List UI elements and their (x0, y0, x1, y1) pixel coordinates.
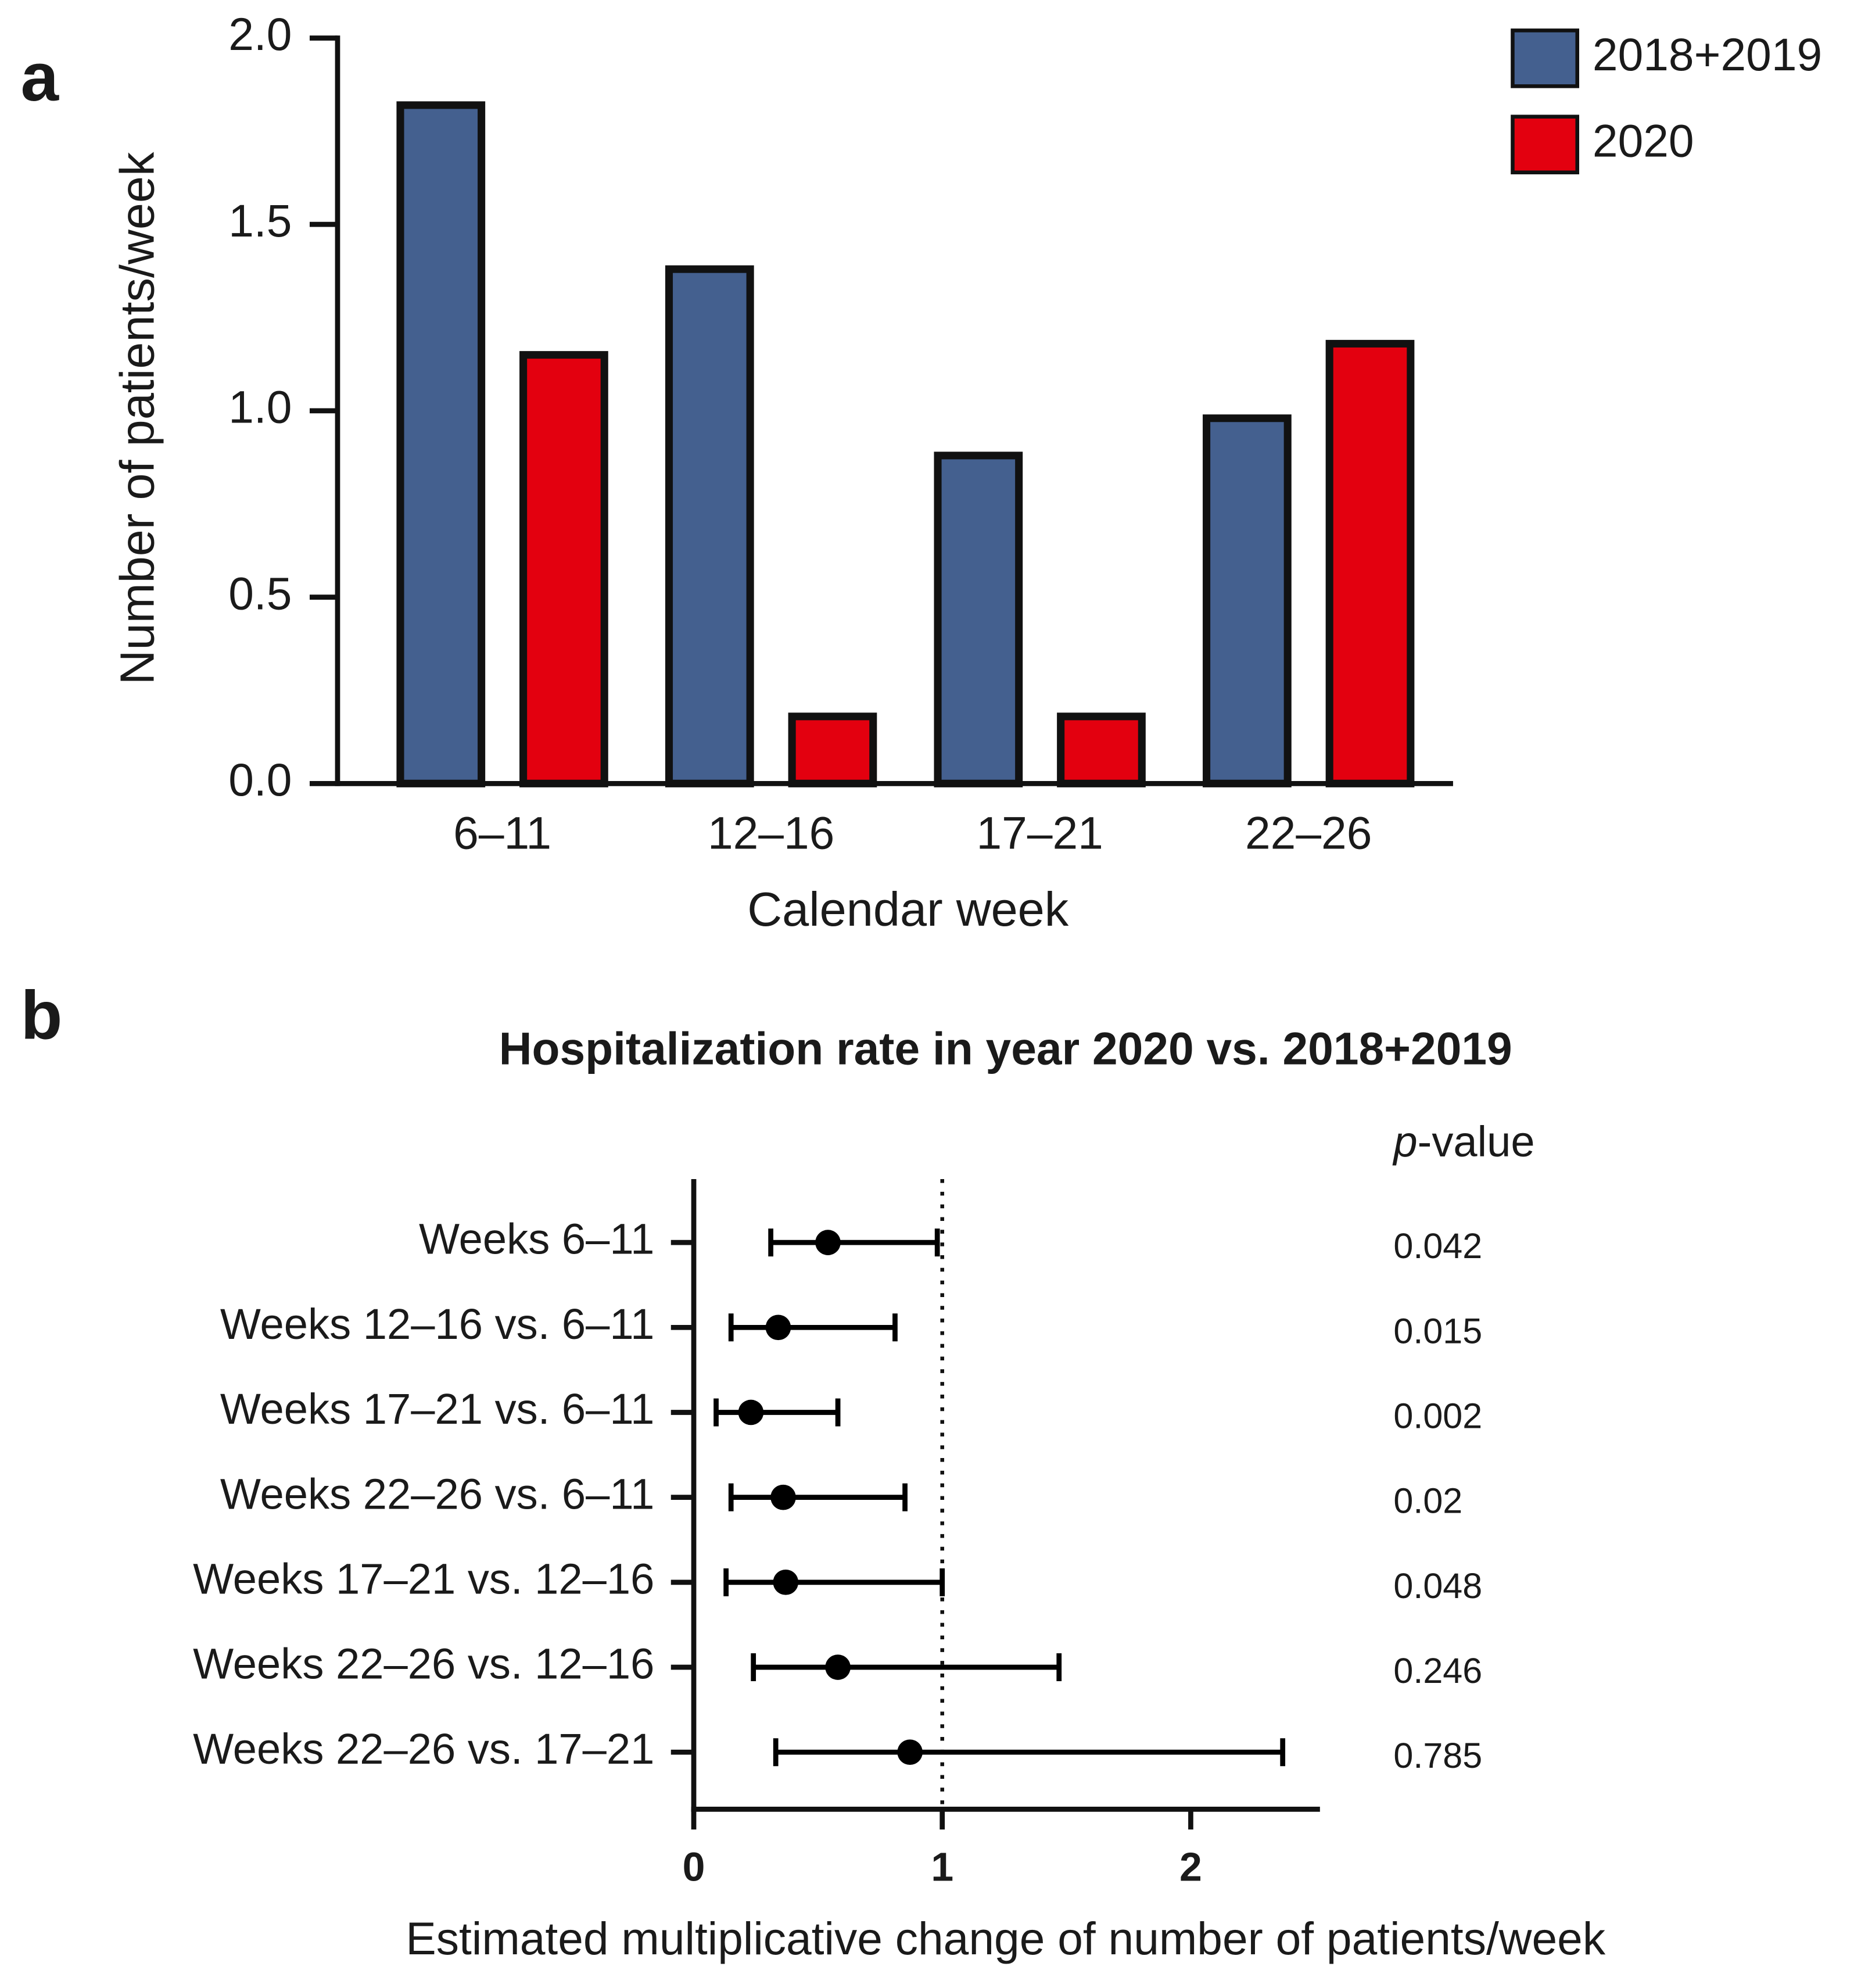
bar (1325, 339, 1415, 787)
bar (788, 712, 877, 787)
p-value: 0.246 (1393, 1651, 1482, 1690)
p-value-header: p-value (1392, 1117, 1534, 1166)
x-tick-label: 22–26 (1245, 808, 1372, 859)
row-label: Weeks 17–21 vs. 6–11 (220, 1385, 655, 1433)
row-label: Weeks 12–16 vs. 6–11 (220, 1300, 655, 1348)
point-estimate (770, 1484, 796, 1510)
point-estimate (815, 1230, 841, 1255)
row-label: Weeks 22–26 vs. 6–11 (220, 1470, 655, 1518)
x-axis-label: Estimated multiplicative change of numbe… (406, 1913, 1605, 1964)
x-tick-label: 6–11 (453, 808, 551, 859)
x-axis-label: Calendar week (747, 882, 1068, 936)
legend-swatch (1511, 114, 1580, 174)
p-value: 0.02 (1393, 1481, 1462, 1521)
p-value: 0.015 (1393, 1311, 1482, 1351)
panel-label: b (21, 976, 63, 1053)
point-estimate (897, 1739, 923, 1765)
x-tick-label: 1 (931, 1844, 953, 1890)
row-label: Weeks 22–26 vs. 17–21 (193, 1725, 654, 1773)
bar (1203, 414, 1292, 787)
row-label: Weeks 6–11 (419, 1215, 654, 1263)
legend-label: 2020 (1593, 115, 1694, 166)
x-tick-label: 12–16 (708, 808, 834, 859)
bar (1057, 712, 1146, 787)
bar (665, 265, 754, 787)
p-value: 0.042 (1393, 1226, 1482, 1266)
legend-swatch (1511, 28, 1580, 88)
bar (934, 452, 1023, 787)
point-estimate (825, 1654, 851, 1680)
p-value-header-rest: -value (1418, 1117, 1535, 1166)
point-estimate (765, 1314, 791, 1341)
y-tick-label: 0.5 (228, 568, 292, 619)
x-tick-label: 17–21 (976, 808, 1103, 859)
y-tick-label: 1.0 (228, 382, 292, 433)
y-tick-label: 0.0 (228, 754, 292, 805)
p-value: 0.785 (1393, 1736, 1482, 1775)
p-value: 0.048 (1393, 1566, 1482, 1606)
y-tick-label: 2.0 (228, 9, 292, 60)
row-label: Weeks 17–21 vs. 12–16 (193, 1554, 654, 1603)
chart-title: Hospitalization rate in year 2020 vs. 20… (499, 1023, 1512, 1074)
p-value: 0.002 (1393, 1396, 1482, 1436)
p-value-header-italic: p (1392, 1117, 1417, 1166)
bar (396, 101, 486, 787)
point-estimate (738, 1399, 764, 1425)
row-label: Weeks 22–26 vs. 12–16 (193, 1640, 654, 1688)
legend-label: 2018+2019 (1593, 29, 1822, 80)
y-axis-label: Number of patients/week (110, 152, 164, 685)
point-estimate (773, 1570, 799, 1595)
x-tick-label: 0 (683, 1844, 705, 1890)
bar (519, 351, 608, 787)
x-tick-label: 2 (1179, 1844, 1202, 1890)
panel-label: a (21, 38, 60, 115)
y-tick-label: 1.5 (228, 195, 292, 246)
